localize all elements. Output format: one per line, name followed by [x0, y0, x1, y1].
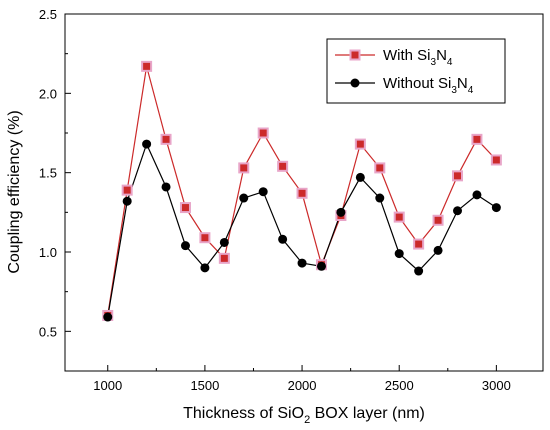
data-point-circle [200, 263, 210, 273]
x-tick-label: 3000 [482, 378, 511, 393]
data-point-square [354, 138, 366, 150]
data-point-circle [355, 172, 365, 182]
data-point-circle [394, 249, 404, 259]
data-point-square [393, 211, 405, 223]
x-tick-label: 2500 [385, 378, 414, 393]
data-point-circle [491, 203, 501, 213]
data-point-square [432, 214, 444, 226]
legend-marker-square [349, 49, 361, 61]
y-axis-label: Coupling efficiency (%) [6, 110, 23, 273]
data-point-circle [297, 258, 307, 268]
legend-label-0: With Si3N4 [383, 47, 453, 68]
data-point-circle [103, 312, 113, 322]
y-tick-label: 2.5 [39, 7, 57, 22]
data-point-square [199, 232, 211, 244]
data-point-square [257, 127, 269, 139]
legend-marker-circle [350, 78, 360, 88]
y-tick-label: 2.0 [39, 86, 57, 101]
data-point-circle [180, 241, 190, 251]
data-point-square [452, 170, 464, 182]
data-point-square [374, 162, 386, 174]
plot-frame [64, 13, 544, 372]
data-point-square [413, 238, 425, 250]
data-point-square [141, 60, 153, 72]
data-point-circle [453, 206, 463, 216]
data-point-square [179, 202, 191, 214]
data-point-circle [239, 193, 249, 203]
data-point-circle [142, 139, 152, 149]
data-point-square [277, 160, 289, 172]
legend: With Si3N4 Without Si3N4 [326, 38, 506, 104]
data-point-circle [316, 261, 326, 271]
legend-label-1: Without Si3N4 [383, 75, 474, 96]
data-point-square [238, 162, 250, 174]
y-axis-ticks: 0.5 1.0 1.5 2.0 2.5 [39, 7, 71, 372]
data-point-square [296, 187, 308, 199]
x-tick-label: 1500 [190, 378, 219, 393]
data-point-circle [219, 237, 229, 247]
data-point-square [121, 184, 133, 196]
data-point-square [218, 252, 230, 264]
data-point-circle [336, 207, 346, 217]
x-axis-label: Thickness of SiO2 BOX layer (nm) [183, 405, 425, 426]
data-point-circle [161, 182, 171, 192]
y-tick-label: 1.5 [39, 166, 57, 181]
x-axis-ticks: 1000 1500 2000 2500 3000 [93, 365, 511, 393]
data-point-circle [122, 196, 132, 206]
data-point-square [471, 133, 483, 145]
data-point-square [490, 154, 502, 166]
data-point-circle [278, 234, 288, 244]
y-tick-label: 1.0 [39, 245, 57, 260]
data-point-circle [258, 187, 268, 197]
data-point-circle [414, 266, 424, 276]
x-tick-label: 1000 [93, 378, 122, 393]
x-tick-label: 2000 [288, 378, 317, 393]
y-tick-label: 0.5 [39, 324, 57, 339]
series-line-1 [107, 142, 497, 318]
data-point-square [160, 133, 172, 145]
data-point-circle [472, 190, 482, 200]
series-layer [102, 60, 502, 322]
data-point-circle [375, 193, 385, 203]
data-point-circle [433, 245, 443, 255]
